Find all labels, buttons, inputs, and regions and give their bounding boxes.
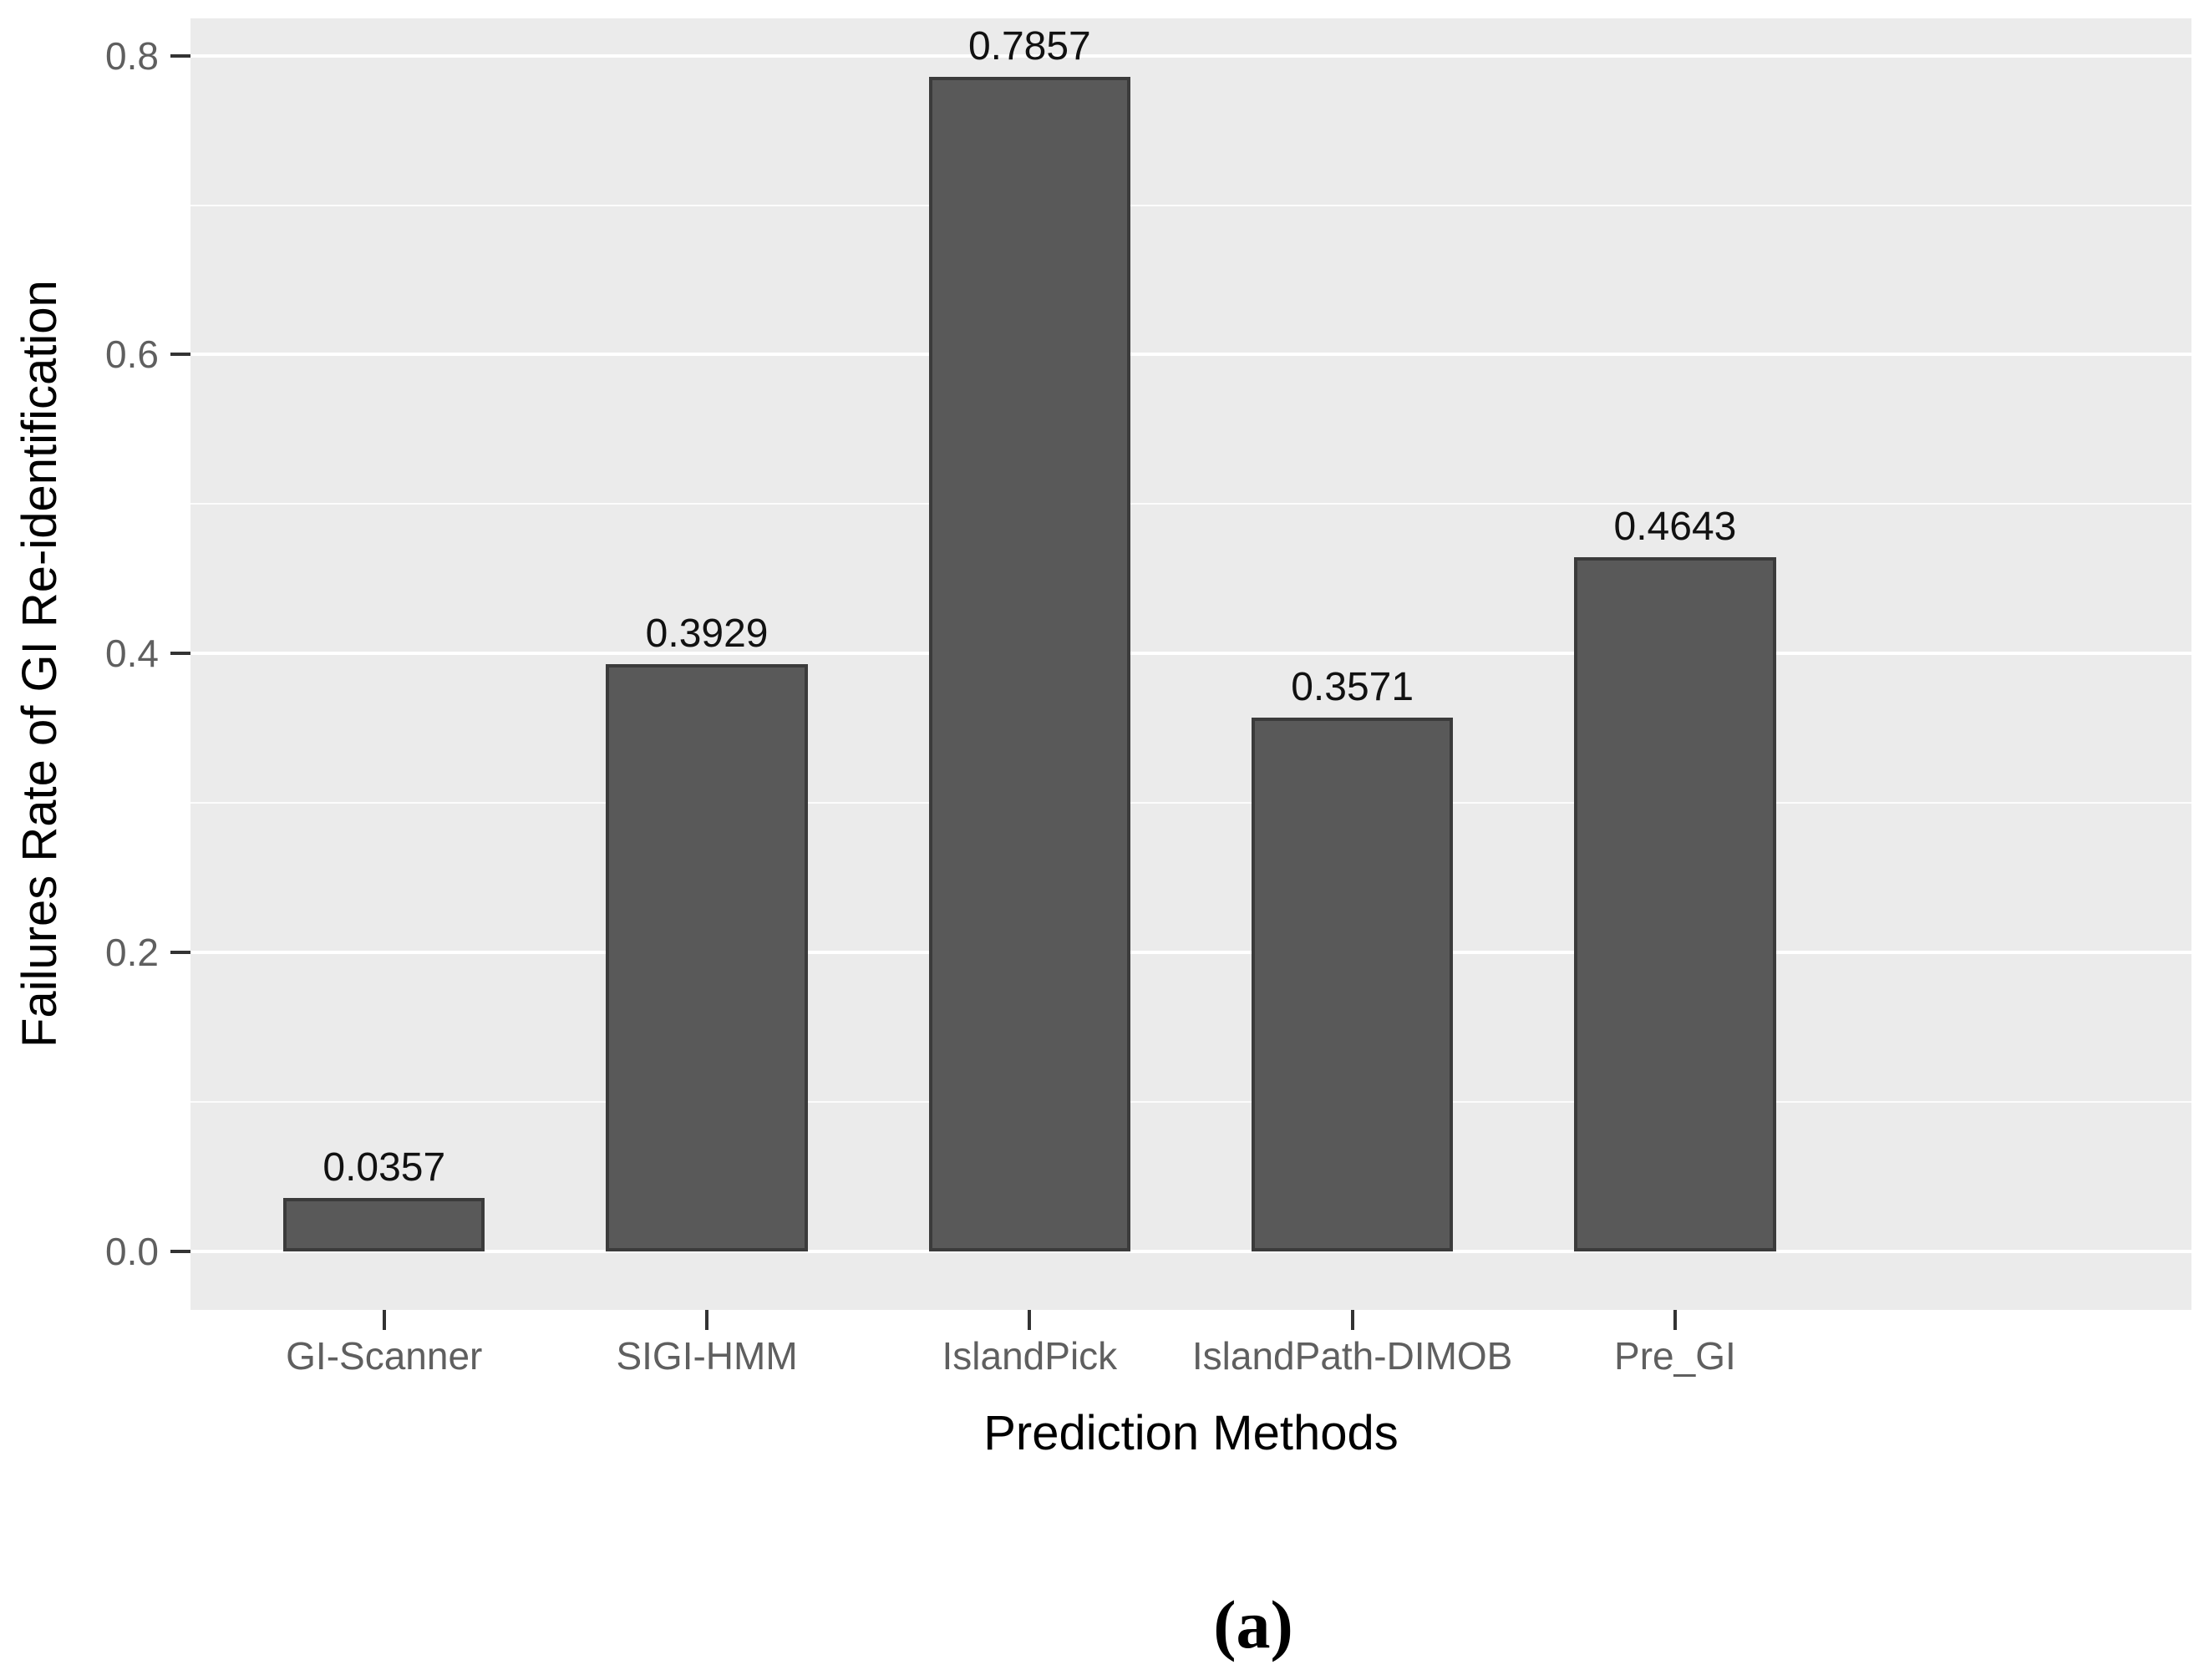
x-category-label: IslandPick [942,1334,1118,1378]
bar-sigi-hmm [606,663,808,1251]
minor-gridline [190,503,2191,505]
major-gridline [190,652,2191,656]
y-axis-tick [170,353,190,357]
x-axis-tick [382,1310,386,1330]
bar-islandpath-dimob [1251,717,1454,1251]
x-axis-tick [1350,1310,1354,1330]
subfigure-caption: (a) [1213,1586,1293,1662]
bar-value-label: 0.3571 [1291,664,1414,709]
bar-value-label: 0.7857 [967,24,1091,69]
y-axis-tick [170,53,190,58]
bar-value-label: 0.3929 [645,611,769,656]
x-category-label: SIGI-HMM [616,1334,798,1378]
major-gridline [190,353,2191,357]
y-tick-label: 0.6 [105,332,159,377]
plot-panel: 0.0357 0.3929 0.7857 0.3571 0.4643 [190,18,2191,1310]
major-gridline [190,950,2191,954]
y-tick-label: 0.0 [105,1229,159,1273]
x-category-label: IslandPath-DIMOB [1191,1334,1513,1378]
y-axis-title: Failures Rate of GI Re-identification [13,280,67,1048]
x-axis-tick [1028,1310,1032,1330]
x-axis-tick [705,1310,709,1330]
x-category-label: GI-Scanner [286,1334,483,1378]
bar-islandpick [928,77,1131,1251]
x-category-label: Pre_GI [1614,1334,1736,1378]
y-tick-label: 0.2 [105,930,159,974]
minor-gridline [190,802,2191,804]
bar-value-label: 0.0357 [322,1145,446,1190]
major-gridline [190,1249,2191,1253]
bar-gi-scanner [283,1197,485,1251]
major-gridline [190,53,2191,58]
y-axis-tick [170,1249,190,1253]
y-axis-tick [170,950,190,954]
x-axis-title: Prediction Methods [983,1406,1399,1460]
minor-gridline [190,1100,2191,1103]
minor-gridline [190,204,2191,206]
y-axis-tick [170,652,190,656]
x-axis-tick [1673,1310,1677,1330]
bar-value-label: 0.4643 [1613,505,1737,550]
y-tick-label: 0.8 [105,33,159,78]
y-tick-label: 0.4 [105,632,159,676]
bar-pre-gi [1574,557,1776,1251]
